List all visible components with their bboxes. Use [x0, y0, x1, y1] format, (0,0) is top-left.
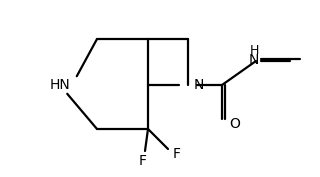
Text: F: F: [173, 147, 181, 161]
Text: H: H: [249, 44, 259, 58]
Text: HN: HN: [49, 78, 70, 92]
Text: N: N: [194, 78, 204, 92]
Text: O: O: [229, 117, 240, 131]
Text: N: N: [249, 53, 259, 67]
Text: F: F: [139, 154, 147, 168]
